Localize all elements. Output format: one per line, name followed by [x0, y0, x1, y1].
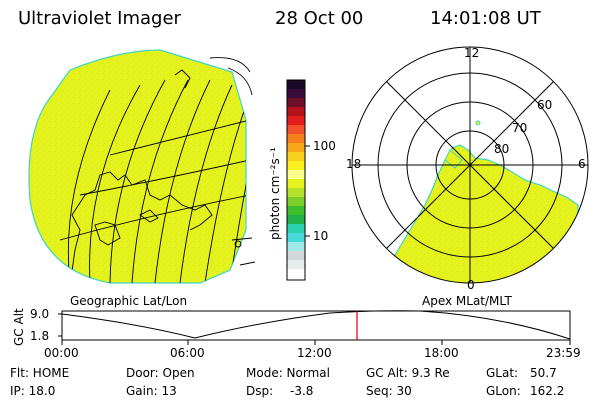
colorbar-unit-label: photon cm⁻²s⁻¹ — [268, 147, 282, 240]
altitude-ytick-high: 9.0 — [30, 307, 50, 321]
color-scale-bar — [286, 79, 310, 281]
altitude-plot — [58, 310, 571, 345]
globe-image-fill — [28, 49, 247, 284]
altitude-ytick-low: 1.8 — [30, 329, 50, 343]
time-label: 14:01:08 UT — [430, 8, 541, 29]
colorbar-tick-10: 10 — [313, 229, 329, 243]
time-tick-0600: 06:00 — [170, 346, 205, 360]
time-tick-0000: 00:00 — [44, 346, 79, 360]
ip-status: IP: 18.0 — [10, 384, 56, 398]
geo-grid-extensions — [209, 57, 256, 266]
door-status: Door: Open — [126, 366, 195, 380]
polar-plot — [351, 46, 589, 284]
dsp-value: -3.8 — [290, 384, 314, 398]
time-tick-1800: 18:00 — [424, 346, 459, 360]
sun-marker-icon — [234, 240, 242, 248]
geo-grid-lines — [59, 69, 246, 283]
mlt-label-18: 18 — [346, 157, 362, 171]
mlt-label-6: 6 — [578, 157, 586, 171]
gc-alt-status: GC Alt: 9.3 Re — [366, 366, 450, 380]
glat-label: GLat: — [486, 366, 519, 380]
mlat-label-70: 70 — [512, 121, 528, 135]
altitude-ylabel: GC Alt — [12, 308, 26, 346]
colorbar-tick-100: 100 — [313, 139, 336, 153]
glon-label: GLon: — [486, 384, 521, 398]
filter-status: Flt: HOME — [10, 366, 70, 380]
seq-status: Seq: 30 — [366, 384, 412, 398]
polar-image-fill — [373, 144, 579, 283]
time-tick-1200: 12:00 — [297, 346, 332, 360]
glon-value: 162.2 — [530, 384, 565, 398]
geographic-image — [28, 49, 256, 284]
gain-status: Gain: 13 — [126, 384, 177, 398]
date-label: 28 Oct 00 — [275, 8, 364, 29]
polar-grid — [351, 46, 589, 284]
apex-caption: Apex MLat/MLT — [422, 294, 512, 308]
altitude-curve — [61, 310, 571, 340]
dsp-label: Dsp: — [246, 384, 274, 398]
mode-status: Mode: Normal — [246, 366, 330, 380]
mlt-label-0: 0 — [467, 278, 475, 292]
time-tick-2359: 23:59 — [546, 346, 581, 360]
mlat-label-60: 60 — [537, 98, 553, 112]
geographic-caption: Geographic Lat/Lon — [70, 294, 188, 308]
mlat-label-80: 80 — [494, 142, 510, 156]
mlt-label-12: 12 — [464, 46, 480, 60]
instrument-title: Ultraviolet Imager — [18, 8, 181, 29]
glat-value: 50.7 — [530, 366, 557, 380]
